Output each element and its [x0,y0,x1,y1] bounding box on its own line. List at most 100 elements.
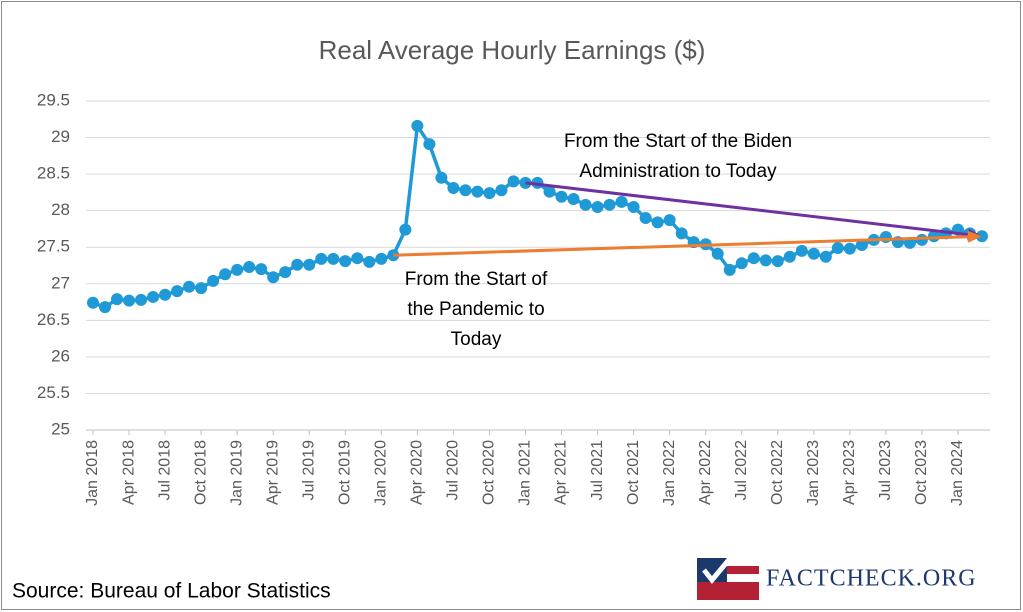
x-tick-label: Jul 2020 [445,440,462,501]
marker [351,252,364,265]
marker [435,171,448,184]
marker [663,214,676,227]
marker [483,187,496,200]
x-tick-label: Oct 2020 [481,440,498,505]
marker [603,198,616,211]
marker [147,290,160,303]
marker [195,282,208,295]
marker [807,247,820,260]
marker [99,301,112,314]
annotation: From the Start of the Biden [564,131,792,152]
marker [243,260,256,273]
y-tick-label: 25.5 [37,383,70,402]
marker [135,293,148,306]
x-tick-label: Apr 2019 [264,440,281,505]
marker [123,294,136,307]
source: Source: Bureau of Labor Statistics [12,580,331,603]
x-tick-label: Oct 2019 [337,440,354,505]
marker [231,263,244,276]
x-tick-label: Jul 2022 [733,440,750,501]
x-tick-label: Jan 2023 [805,440,822,506]
x-tick-label: Jan 2024 [949,440,966,506]
marker [375,252,388,265]
marker [471,185,484,198]
annotation: the Pandemic to [407,299,544,320]
marker [915,233,928,246]
y-tick-label: 26 [51,346,70,365]
logo: FACTCHECK.ORG [697,554,976,600]
marker [651,216,664,229]
annotation: Today [451,329,502,350]
logo-check [702,554,734,584]
y-tick-label: 27 [51,273,70,292]
marker [555,190,568,203]
marker [507,175,520,188]
marker [279,266,292,279]
y-tick-label: 29 [51,127,70,146]
marker [327,252,340,265]
x-tick-label: Jan 2019 [228,440,245,506]
x-tick-label: Jul 2021 [589,440,606,501]
marker [111,293,124,306]
y-tick-label: 26.5 [37,310,70,329]
x-tick-label: Jul 2018 [156,440,173,501]
marker [423,138,436,151]
x-tick-label: Jan 2021 [517,440,534,506]
marker [543,185,556,198]
marker [735,257,748,270]
marker [183,280,196,293]
marker [339,255,352,268]
marker [267,271,280,284]
marker [447,182,460,195]
x-tick-label: Oct 2022 [769,440,786,505]
x-tick-label: Jul 2019 [300,440,317,501]
marker [819,250,832,263]
annotation: Administration to Today [579,161,777,182]
marker [303,258,316,271]
marker [639,211,652,224]
marker [363,255,376,268]
marker [831,241,844,254]
marker [495,184,508,197]
logo-stripe [697,574,759,582]
marker [207,274,220,287]
marker [591,201,604,214]
y-tick-label: 28 [51,200,70,219]
marker [759,254,772,267]
marker [747,252,760,265]
marker [411,119,424,132]
x-tick-label: Apr 2020 [409,440,426,505]
marker [711,247,724,260]
x-tick-label: Jan 2018 [84,440,101,506]
marker [255,263,268,276]
x-tick-label: Oct 2021 [625,440,642,505]
marker [315,252,328,265]
marker [771,255,784,268]
y-tick-label: 27.5 [37,237,70,256]
arrow-head [967,230,982,243]
chart-title: Real Average Hourly Earnings ($) [319,35,706,65]
marker [855,239,868,252]
marker [879,230,892,243]
marker [159,288,172,301]
trend-arrow [525,181,969,237]
marker [567,192,580,205]
x-tick-label: Jan 2022 [661,440,678,506]
marker [219,268,232,281]
marker [87,296,99,309]
marker [291,258,304,271]
x-tick-label: Oct 2018 [192,440,209,505]
trend-arrow [393,235,969,257]
marker [399,223,412,236]
marker [579,198,592,211]
x-tick-label: Oct 2023 [913,440,930,505]
x-tick-label: Jan 2020 [373,440,390,506]
marker [615,195,628,208]
marker [459,184,472,197]
marker [675,227,688,240]
marker [627,201,640,214]
y-tick-label: 25 [51,419,70,438]
x-tick-label: Apr 2018 [120,440,137,505]
marker [843,242,856,255]
